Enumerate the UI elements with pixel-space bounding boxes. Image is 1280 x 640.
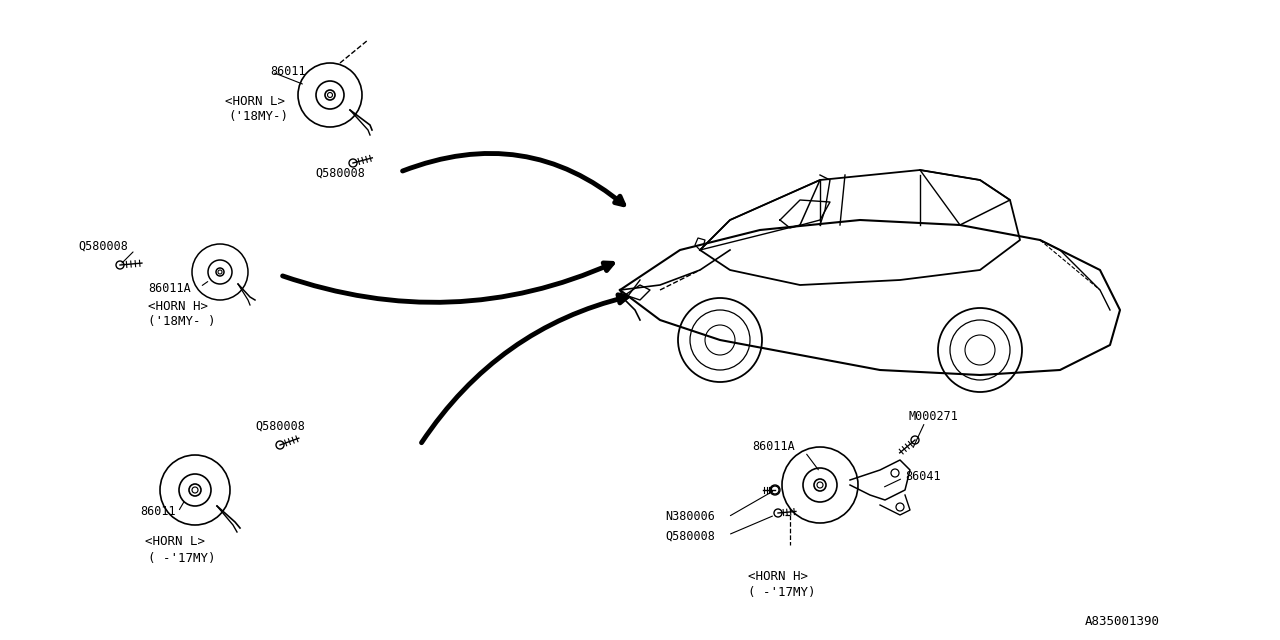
Text: N380006: N380006	[666, 510, 714, 523]
Text: M000271: M000271	[908, 410, 957, 423]
Text: <HORN L>: <HORN L>	[225, 95, 285, 108]
Text: ('18MY- ): ('18MY- )	[148, 315, 215, 328]
Text: <HORN H>: <HORN H>	[148, 300, 209, 313]
Text: Q580008: Q580008	[255, 420, 305, 433]
Text: ( -'17MY): ( -'17MY)	[148, 552, 215, 565]
Text: Q580008: Q580008	[315, 167, 365, 180]
Text: ( -'17MY): ( -'17MY)	[748, 586, 815, 599]
Text: Q580008: Q580008	[78, 240, 128, 253]
Text: 86011: 86011	[140, 505, 175, 518]
Text: 86011: 86011	[270, 65, 306, 78]
Text: <HORN H>: <HORN H>	[748, 570, 808, 583]
Text: A835001390: A835001390	[1085, 615, 1160, 628]
Text: <HORN L>: <HORN L>	[145, 535, 205, 548]
Text: Q580008: Q580008	[666, 530, 714, 543]
Text: ('18MY-): ('18MY-)	[228, 110, 288, 123]
Text: 86011A: 86011A	[753, 440, 795, 453]
Text: 86011A: 86011A	[148, 282, 191, 295]
Text: 86041: 86041	[905, 470, 941, 483]
